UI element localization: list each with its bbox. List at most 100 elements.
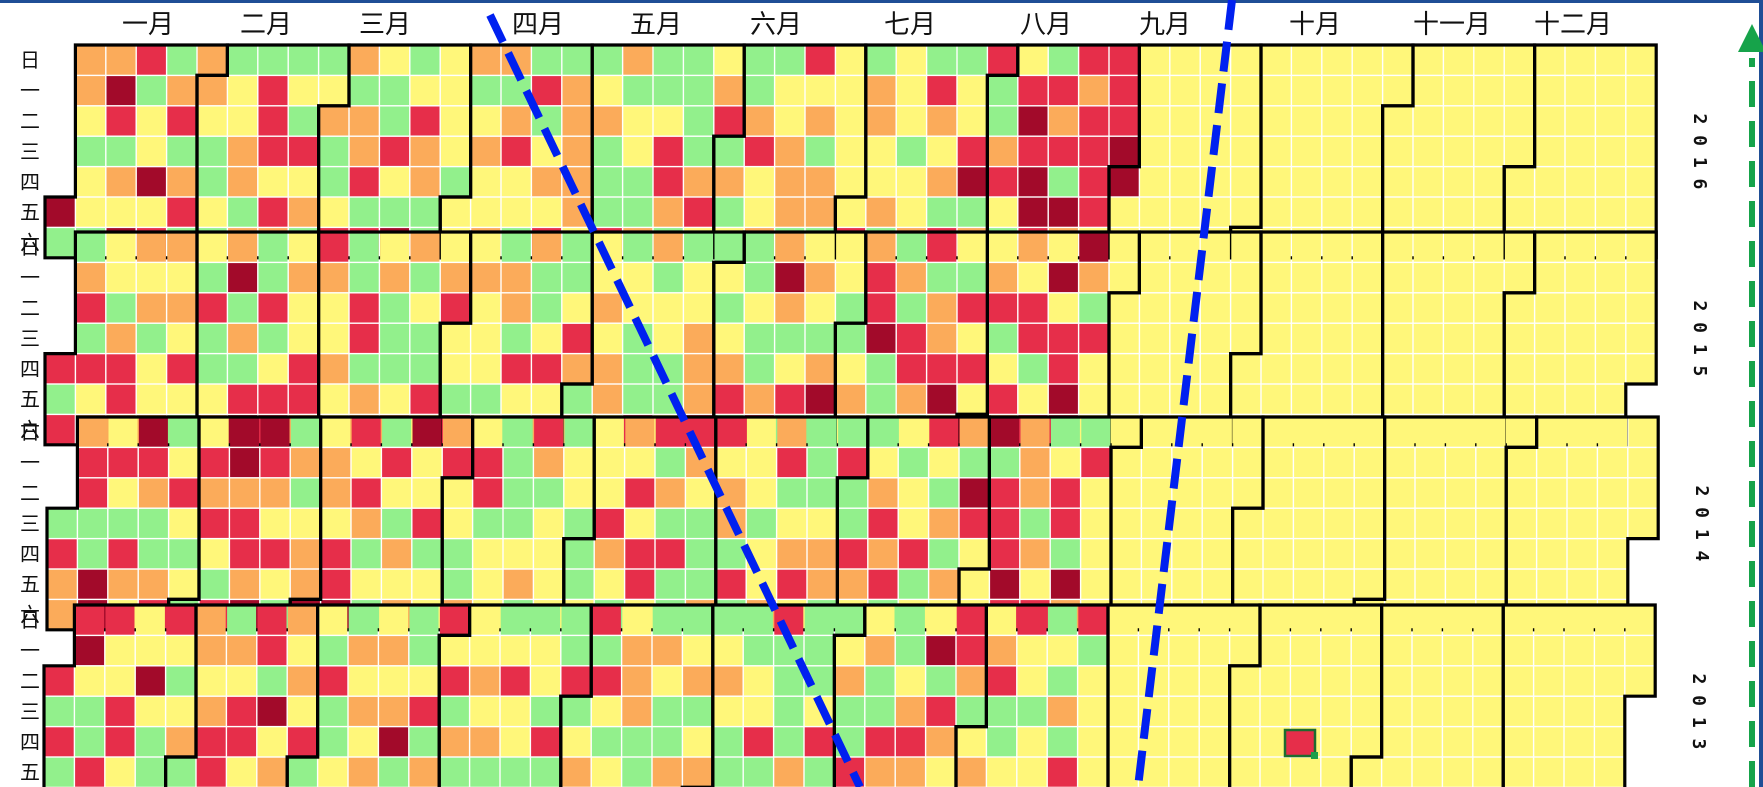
day-cell [898, 417, 928, 447]
day-cell [987, 696, 1017, 726]
day-cell [166, 727, 196, 757]
day-cell [1595, 757, 1625, 787]
day-cell [105, 636, 135, 666]
day-cell [1018, 354, 1048, 384]
day-cell [714, 45, 744, 75]
day-cell [228, 76, 258, 106]
day-cell [746, 508, 776, 538]
day-cell [1018, 323, 1048, 353]
day-cell [105, 757, 135, 787]
day-cell [1595, 605, 1625, 635]
day-cell [652, 757, 682, 787]
day-cell [838, 508, 868, 538]
day-cell [76, 197, 106, 227]
day-cell [807, 478, 837, 508]
day-cell [1109, 197, 1139, 227]
day-cell [1534, 696, 1564, 726]
day-cell [76, 232, 106, 262]
day-cell [531, 696, 561, 726]
day-cell [138, 508, 168, 538]
day-cell [287, 605, 317, 635]
day-cell [1020, 508, 1050, 538]
day-cell [532, 293, 562, 323]
day-cell [1321, 666, 1351, 696]
day-cell [75, 727, 105, 757]
day-cell [805, 197, 835, 227]
day-cell [987, 666, 1017, 696]
day-cell [105, 666, 135, 696]
day-cell [1628, 478, 1658, 508]
day-cell [258, 293, 288, 323]
day-cell [988, 167, 1018, 197]
day-cell [898, 478, 928, 508]
day-cell [713, 757, 743, 787]
day-cell [1476, 417, 1506, 447]
day-cell [410, 293, 440, 323]
day-cell [258, 197, 288, 227]
day-cell [1018, 197, 1048, 227]
day-cell [1231, 384, 1261, 414]
day-cell [1385, 417, 1415, 447]
day-cell [1474, 45, 1504, 75]
day-cell [1506, 539, 1536, 569]
day-cell [868, 508, 898, 538]
day-cell [990, 508, 1020, 538]
day-cell [532, 263, 562, 293]
day-cell [1048, 197, 1078, 227]
day-cell [1048, 106, 1078, 136]
day-cell [592, 106, 622, 136]
day-cell [258, 323, 288, 353]
day-cell [1596, 323, 1626, 353]
day-cell [473, 569, 503, 599]
day-cell [1354, 478, 1384, 508]
day-cell [746, 448, 776, 478]
day-cell [169, 448, 199, 478]
day-cell [1535, 232, 1565, 262]
day-cell [1142, 448, 1172, 478]
day-cell [1169, 636, 1199, 666]
month-boundaries [42, 603, 1657, 787]
day-cell [1535, 197, 1565, 227]
day-cell [1504, 167, 1534, 197]
day-cell [290, 539, 320, 569]
day-cell [169, 539, 199, 569]
day-cell [106, 106, 136, 136]
day-cell [592, 354, 622, 384]
day-cell [439, 605, 469, 635]
day-cell [777, 539, 807, 569]
day-cell [45, 228, 75, 258]
day-cell [471, 263, 501, 293]
day-cell [564, 539, 594, 569]
day-cell [199, 417, 229, 447]
day-cell [1352, 76, 1382, 106]
day-cell [287, 636, 317, 666]
day-cell [623, 106, 653, 136]
day-cell [836, 197, 866, 227]
day-cell [1231, 323, 1261, 353]
day-cell [1261, 76, 1291, 106]
day-cell [895, 757, 925, 787]
day-cell [287, 757, 317, 787]
day-cell [1081, 508, 1111, 538]
day-cell [227, 727, 257, 757]
day-cell [623, 232, 653, 262]
day-cell [622, 605, 652, 635]
day-cell [1172, 569, 1202, 599]
day-cell [1322, 263, 1352, 293]
day-cell [1050, 569, 1080, 599]
day-cell [896, 197, 926, 227]
day-cell [76, 136, 106, 166]
day-cell [836, 263, 866, 293]
day-cell [1598, 448, 1628, 478]
day-cell [439, 757, 469, 787]
day-cell [895, 666, 925, 696]
day-cell [957, 106, 987, 136]
day-cell [1050, 508, 1080, 538]
day-cell [500, 636, 530, 666]
weekday-label: 一 [20, 266, 40, 290]
day-cell [500, 757, 530, 787]
day-cell [1230, 666, 1260, 696]
day-cell [197, 354, 227, 384]
day-cell [1385, 569, 1415, 599]
day-cell [562, 106, 592, 136]
